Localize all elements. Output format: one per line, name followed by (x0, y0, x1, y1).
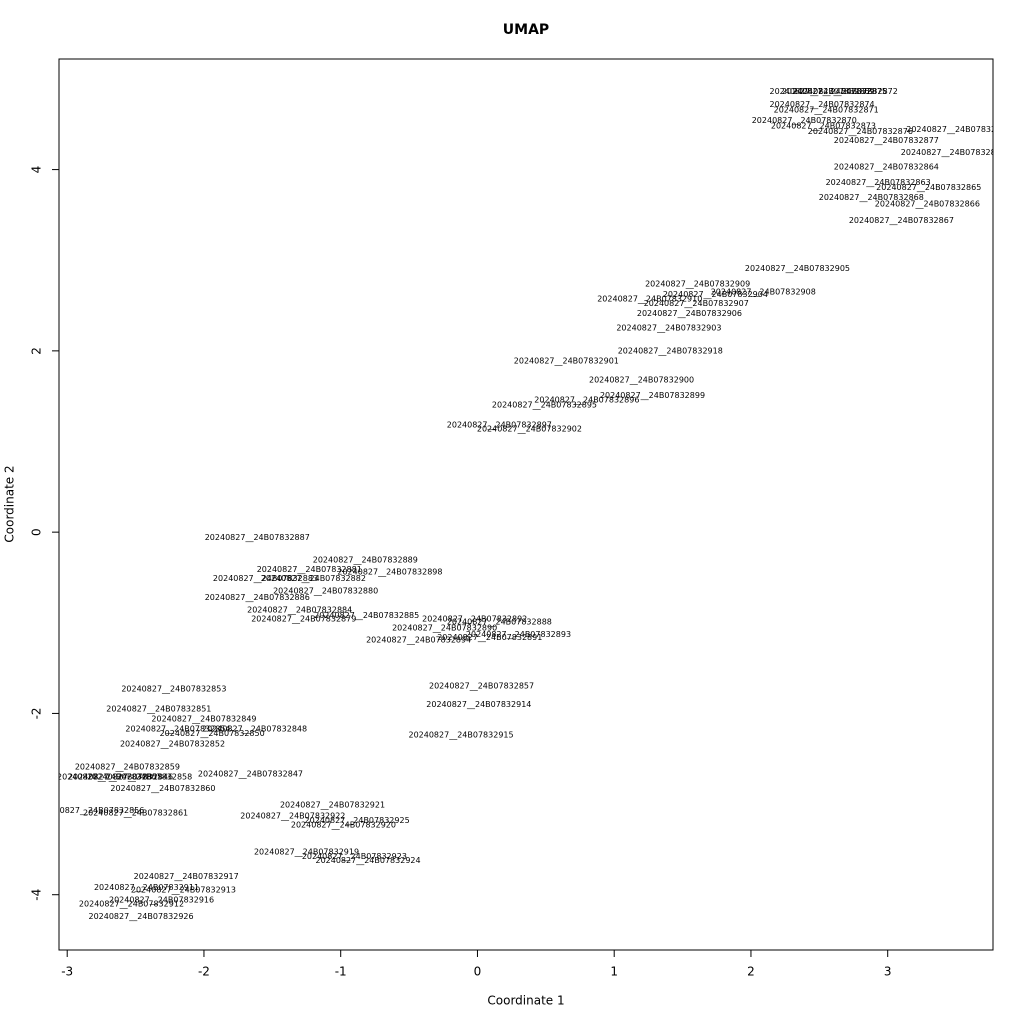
point-label: 20240827__24B07832889 (313, 556, 418, 565)
point-label: 20240827__24B07832915 (408, 731, 513, 740)
point-label: 20240827__24B07832913 (131, 886, 236, 895)
point-label: 20240827__24B07832878 (906, 125, 1011, 134)
point-label: 20240827__24B07832884 (247, 606, 352, 615)
point-label: 20240827__24B07832908 (711, 287, 816, 296)
point-label: 20240827__24B07832867 (849, 216, 954, 225)
point-label: 20240827__24B07832917 (134, 872, 239, 881)
point-label: 20240827__24B07832922 (240, 811, 345, 820)
point-label: 20240827__24B07832902 (477, 424, 582, 433)
x-tick-label: -1 (335, 965, 347, 979)
point-label: 20240827__24B07832850 (160, 729, 265, 738)
point-label: 20240827__24B07832869 (770, 87, 875, 96)
point-label: 20240827__24B07832895 (492, 401, 597, 410)
point-label: 20240827__24B07832918 (618, 346, 723, 355)
point-label: 20240827__24B07832868 (819, 193, 924, 202)
plot-frame (58, 58, 994, 951)
x-tick-label: 2 (747, 965, 755, 979)
point-label: 20240827__24B07832893 (466, 630, 571, 639)
point-label: 20240827__24B07832866 (875, 200, 980, 209)
x-tick-label: 1 (610, 965, 618, 979)
point-label: 20240827__24B07832906 (637, 309, 742, 318)
point-label: 20240827__24B07832890 (392, 624, 497, 633)
point-label: 20240827__24B07832855 (57, 772, 162, 781)
point-label: 20240827__24B07832882 (261, 574, 366, 583)
point-label: 20240827__24B07832876 (808, 127, 913, 136)
point-label: 20240827__24B07832896 (534, 395, 639, 404)
point-label: 20240827__24B07832900 (589, 375, 694, 384)
y-tick-label: -2 (30, 707, 44, 719)
point-label: 20240827__24B07832849 (151, 714, 256, 723)
point-label: 20240827__24B07832847 (198, 770, 303, 779)
x-tick-label: -2 (198, 965, 210, 979)
x-tick-label: -3 (61, 965, 73, 979)
x-tick-label: 0 (474, 965, 482, 979)
point-label: 20240827__24B07832916 (109, 896, 214, 905)
point-label: 20240827__24B07832907 (644, 299, 749, 308)
y-axis-label: Coordinate 2 (3, 465, 17, 542)
point-label: 20240827__24B07832903 (616, 324, 721, 333)
point-label: 20240827__24B07832863 (826, 178, 931, 187)
point-label: 20240827__24B07832846 (68, 772, 173, 781)
point-label: 20240827__24B07832899 (600, 391, 705, 400)
point-label: 20240827__24B07832854 (125, 724, 230, 733)
point-label: 20240827__24B07832873 (771, 122, 876, 131)
point-label: 20240827__24B07832925 (305, 816, 410, 825)
point-label: 20240827__24B07832912 (79, 899, 184, 908)
point-label: 20240827__24B07832888 (447, 617, 552, 626)
point-label: 20240827__24B07832880 (273, 587, 378, 596)
point-label: 20240827__24B07832910 (597, 295, 702, 304)
point-label: 20240827__24B07832904 (663, 290, 768, 299)
x-tick-label: 3 (884, 965, 892, 979)
point-label: 20240827__24B07832898 (337, 568, 442, 577)
points: 20240827__24B0783286920240827__24B078328… (39, 87, 1011, 921)
point-label: 20240827__24B07832891 (437, 633, 542, 642)
x-axis-label: Coordinate 1 (487, 994, 564, 1008)
point-label: 20240827__24B07832879 (251, 615, 356, 624)
point-label: 20240827__24B07832861 (83, 809, 188, 818)
point-label: 20240827__24B07832856 (39, 806, 144, 815)
point-label: 20240827__24B07832894 (366, 636, 471, 645)
point-label: 20240827__24B07832919 (254, 848, 359, 857)
point-label: 20240827__24B07832905 (745, 264, 850, 273)
point-label: 20240827__24B07832851 (106, 704, 211, 713)
chart-title: UMAP (503, 22, 549, 38)
y-tick-label: -4 (30, 889, 44, 901)
point-label: 20240827__24B07832911 (94, 883, 199, 892)
point-label: 20240827__24B07832848 (202, 724, 307, 733)
y-tick-label: 2 (30, 347, 44, 355)
point-label: 20240827__24B07832875 (782, 87, 887, 96)
point-label: 20240827__24B07832924 (315, 856, 420, 865)
point-label: 20240827__24B07832883 (213, 574, 318, 583)
point-label: 20240827__24B07832901 (514, 356, 619, 365)
point-label: 20240827__24B07832877 (834, 136, 939, 145)
point-label: 20240827__24B07832862 (901, 148, 1006, 157)
y-tick-label: 0 (30, 528, 44, 536)
point-label: 20240827__24B07832909 (645, 279, 750, 288)
point-label: 20240827__24B07832926 (88, 912, 193, 921)
point-label: 20240827__24B07832923 (302, 852, 407, 861)
point-label: 20240827__24B07832870 (752, 116, 857, 125)
point-label: 20240827__24B07832852 (120, 740, 225, 749)
point-label: 20240827__24B07832881 (257, 565, 362, 574)
point-label: 20240827__24B07832865 (876, 183, 981, 192)
point-label: 20240827__24B07832892 (422, 615, 527, 624)
point-label: 20240827__24B07832874 (770, 100, 875, 109)
point-label: 20240827__24B07832860 (110, 784, 215, 793)
point-label: 20240827__24B07832921 (280, 800, 385, 809)
point-label: 20240827__24B07832897 (447, 421, 552, 430)
point-label: 20240827__24B07832920 (291, 820, 396, 829)
point-label: 20240827__24B07832886 (205, 593, 310, 602)
point-label: 20240827__24B07832864 (834, 162, 939, 171)
point-label: 20240827__24B07832858 (87, 772, 192, 781)
y-tick-label: 4 (30, 166, 44, 174)
point-label: 20240827__24B07832859 (75, 762, 180, 771)
point-label: 20240827__24B07832885 (314, 611, 419, 620)
point-label: 20240827__24B07832914 (426, 700, 531, 709)
point-label: 20240827__24B07832872 (793, 87, 898, 96)
point-label: 20240827__24B07832887 (205, 533, 310, 542)
point-label: 20240827__24B07832871 (774, 105, 879, 114)
point-label: 20240827__24B07832857 (429, 682, 534, 691)
point-label: 20240827__24B07832853 (121, 684, 226, 693)
